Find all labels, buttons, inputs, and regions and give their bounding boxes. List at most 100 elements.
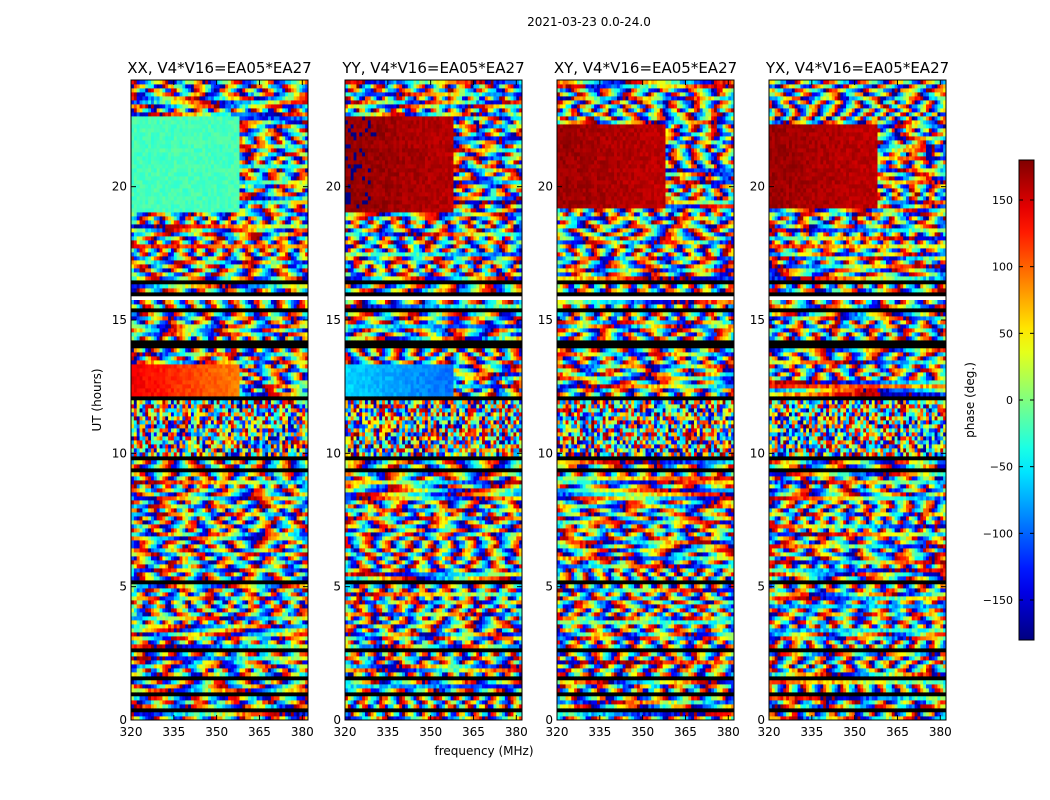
flagged-row bbox=[131, 580, 308, 585]
x-tick-label: 350 bbox=[843, 725, 866, 739]
y-tick-label: 20 bbox=[538, 180, 553, 194]
y-tick-label: 20 bbox=[750, 180, 765, 194]
x-tick-label: 365 bbox=[462, 725, 485, 739]
y-tick-label: 5 bbox=[333, 580, 341, 594]
x-tick-label: 380 bbox=[929, 725, 952, 739]
colorbar-tick-label: 50 bbox=[999, 327, 1013, 340]
x-tick-label: 380 bbox=[505, 725, 528, 739]
flagged-row bbox=[769, 468, 946, 473]
figure-title: 2021-03-23 0.0-24.0 bbox=[527, 15, 651, 29]
flagged-row bbox=[345, 280, 522, 285]
x-tick-label: 350 bbox=[419, 725, 442, 739]
x-tick-label: 350 bbox=[631, 725, 654, 739]
x-tick-label: 320 bbox=[120, 725, 143, 739]
y-tick-label: 5 bbox=[119, 580, 127, 594]
y-tick-label: 20 bbox=[326, 180, 341, 194]
x-tick-label: 350 bbox=[205, 725, 228, 739]
phase-heatmap bbox=[769, 80, 947, 721]
y-tick-label: 10 bbox=[112, 446, 127, 460]
x-axis-label: frequency (MHz) bbox=[434, 744, 533, 758]
colorbar-tick-label: −100 bbox=[983, 527, 1013, 540]
x-tick-label: 335 bbox=[376, 725, 399, 739]
flagged-row bbox=[769, 308, 946, 313]
flagged-row bbox=[557, 468, 734, 473]
phase-heatmap bbox=[557, 80, 735, 721]
panel-title: YY, V4*V16=EA05*EA27 bbox=[341, 59, 524, 77]
flagged-row bbox=[131, 292, 308, 297]
flagged-row bbox=[557, 676, 734, 681]
flagged-row bbox=[345, 292, 522, 297]
flagged-row bbox=[769, 648, 946, 653]
flagged-row bbox=[769, 340, 946, 345]
flagged-row bbox=[131, 648, 308, 653]
flagged-row bbox=[131, 340, 308, 345]
flagged-row bbox=[557, 340, 734, 345]
flagged-row bbox=[769, 396, 946, 401]
flagged-row bbox=[769, 580, 946, 585]
panel-title: YX, V4*V16=EA05*EA27 bbox=[765, 59, 949, 77]
y-tick-label: 5 bbox=[545, 580, 553, 594]
x-tick-label: 335 bbox=[588, 725, 611, 739]
y-tick-label: 5 bbox=[757, 580, 765, 594]
flagged-row bbox=[131, 396, 308, 401]
flagged-row bbox=[769, 292, 946, 297]
panel-frame bbox=[130, 79, 309, 721]
flagged-row bbox=[769, 676, 946, 681]
x-tick-label: 365 bbox=[674, 725, 697, 739]
colorbar-tick-label: 150 bbox=[992, 194, 1013, 207]
flagged-row bbox=[131, 280, 308, 285]
colorbar-tick-label: −150 bbox=[983, 594, 1013, 607]
flagged-row bbox=[345, 676, 522, 681]
colorbar: −150 −100 −50 0 50 100 150 bbox=[983, 159, 1035, 641]
flagged-row bbox=[345, 340, 522, 345]
x-tick-label: 380 bbox=[291, 725, 314, 739]
y-tick-label: 0 bbox=[545, 713, 553, 727]
flagged-row bbox=[131, 692, 308, 697]
flagged-row bbox=[557, 648, 734, 653]
flagged-row bbox=[557, 344, 734, 349]
flagged-row bbox=[557, 692, 734, 697]
x-tick-label: 335 bbox=[162, 725, 185, 739]
y-tick-label: 0 bbox=[757, 713, 765, 727]
flagged-row bbox=[345, 580, 522, 585]
flagged-row bbox=[131, 456, 308, 461]
panel-frame bbox=[768, 79, 947, 721]
x-tick-label: 380 bbox=[717, 725, 740, 739]
x-tick-label: 320 bbox=[758, 725, 781, 739]
y-tick-label: 20 bbox=[112, 180, 127, 194]
flagged-row bbox=[345, 468, 522, 473]
flagged-row bbox=[345, 344, 522, 349]
flagged-row bbox=[769, 280, 946, 285]
y-tick-label: 10 bbox=[326, 446, 341, 460]
flagged-row bbox=[131, 676, 308, 681]
y-tick-label: 10 bbox=[538, 446, 553, 460]
panels-layer: XX, V4*V16=EA05*EA27 320 335 350 365 380 0 5 10 1… bbox=[112, 59, 952, 739]
x-tick-label: 365 bbox=[248, 725, 271, 739]
y-tick-label: 0 bbox=[119, 713, 127, 727]
panel-xx: XX, V4*V16=EA05*EA27 320 335 350 365 380 0 5 10 1… bbox=[112, 59, 314, 739]
flagged-row bbox=[345, 456, 522, 461]
phase-heatmap bbox=[131, 80, 309, 721]
flagged-row bbox=[345, 692, 522, 697]
y-axis-label: UT (hours) bbox=[90, 368, 104, 431]
flagged-row bbox=[557, 308, 734, 313]
y-tick-label: 10 bbox=[750, 446, 765, 460]
y-tick-label: 15 bbox=[326, 313, 341, 327]
flagged-row bbox=[769, 692, 946, 697]
panel-title: XX, V4*V16=EA05*EA27 bbox=[127, 59, 311, 77]
flagged-row bbox=[345, 708, 522, 713]
panel-title: XY, V4*V16=EA05*EA27 bbox=[554, 59, 737, 77]
panel-yx: YX, V4*V16=EA05*EA27 320 335 350 365 380 0 5 10 1… bbox=[750, 59, 952, 739]
colorbar-label: phase (deg.) bbox=[963, 362, 977, 438]
panel-yy: YY, V4*V16=EA05*EA27 320 335 350 365 380 0 5 10 1… bbox=[326, 59, 528, 739]
flagged-row bbox=[557, 280, 734, 285]
phase-heatmap bbox=[345, 80, 523, 721]
flagged-row bbox=[557, 456, 734, 461]
flagged-row bbox=[131, 468, 308, 473]
flagged-row bbox=[769, 708, 946, 713]
colorbar-tick-label: 100 bbox=[992, 261, 1013, 274]
x-tick-label: 320 bbox=[546, 725, 569, 739]
flagged-row bbox=[131, 344, 308, 349]
flagged-row bbox=[557, 292, 734, 297]
